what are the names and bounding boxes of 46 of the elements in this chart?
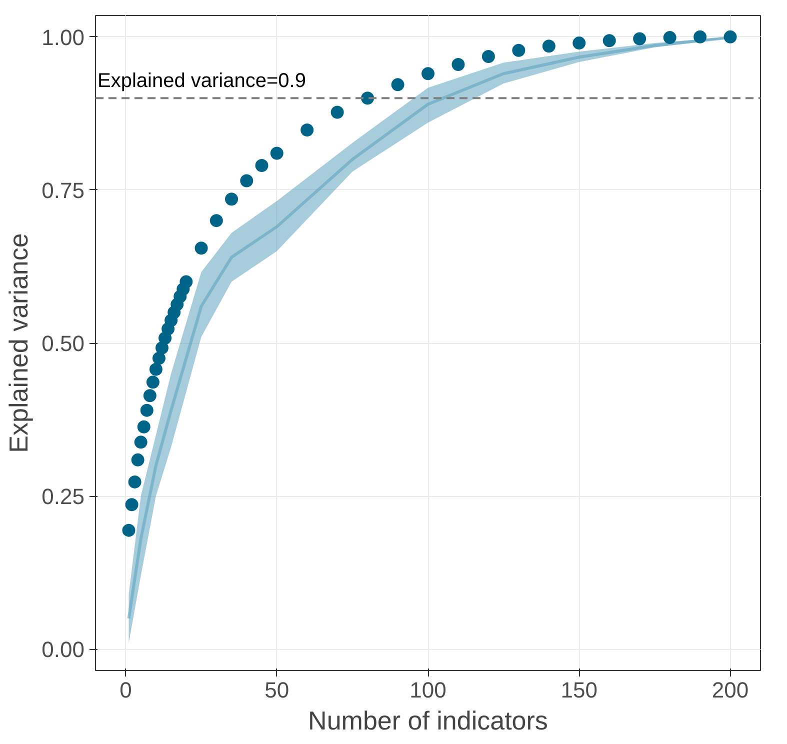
y-tick-label: 0.75 <box>42 178 85 203</box>
point <box>633 32 646 46</box>
point <box>122 524 136 537</box>
point <box>391 78 404 92</box>
x-tick-label: 150 <box>560 678 598 702</box>
point <box>255 158 268 172</box>
x-tick-label: 0 <box>120 678 132 702</box>
point <box>146 376 160 389</box>
point <box>194 242 208 255</box>
point <box>137 420 150 434</box>
point <box>156 341 168 354</box>
x-tick-label: 50 <box>264 678 290 702</box>
point <box>542 40 556 53</box>
point <box>422 67 434 80</box>
point <box>724 30 737 44</box>
y-tick-label: 0.25 <box>42 484 85 510</box>
point <box>512 44 526 57</box>
point <box>482 50 495 63</box>
point <box>143 389 156 402</box>
ref-line-label: Explained variance=0.9 <box>98 70 306 92</box>
point <box>270 146 284 160</box>
point <box>210 214 223 228</box>
y-axis-title: Explained variance <box>4 233 34 453</box>
x-tick-label: 200 <box>712 678 749 702</box>
point <box>225 192 238 206</box>
point <box>602 34 616 48</box>
point <box>140 404 154 417</box>
point <box>131 453 144 466</box>
point <box>128 475 142 488</box>
point <box>452 58 465 71</box>
y-tick-label: 0.50 <box>42 331 85 356</box>
point <box>330 106 344 119</box>
point <box>180 275 193 288</box>
point <box>663 31 676 44</box>
x-tick-label: 100 <box>410 678 446 702</box>
point <box>694 30 707 44</box>
point <box>572 36 586 50</box>
point <box>240 174 254 188</box>
point <box>125 498 138 512</box>
y-tick-label: 1.00 <box>42 24 85 50</box>
point <box>149 362 162 376</box>
x-axis-title: Number of indicators <box>308 706 548 736</box>
y-tick-label: 0.00 <box>42 637 85 662</box>
point <box>134 436 148 449</box>
point <box>152 352 166 365</box>
point <box>300 123 314 136</box>
